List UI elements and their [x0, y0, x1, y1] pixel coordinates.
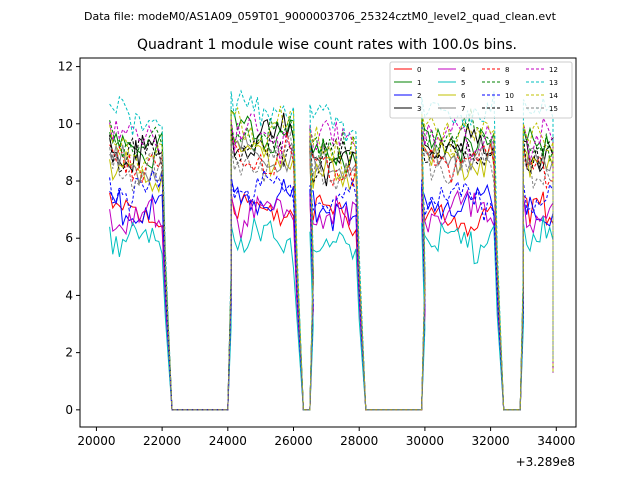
- series-line-2: [109, 178, 554, 411]
- legend-label-9: 9: [505, 79, 509, 87]
- series-line-11: [109, 130, 554, 411]
- legend-label-3: 3: [417, 105, 421, 113]
- series-line-4: [109, 188, 554, 411]
- series-layer: [109, 89, 554, 411]
- legend-label-5: 5: [461, 79, 465, 87]
- series-line-7: [109, 132, 554, 411]
- legend-frame: [389, 61, 573, 119]
- legend-label-2: 2: [417, 92, 421, 100]
- legend-label-13: 13: [549, 79, 558, 87]
- y-tick-label: 12: [58, 60, 73, 74]
- x-tick-label: 32000: [472, 434, 510, 448]
- legend-label-7: 7: [461, 105, 465, 113]
- x-tick-label: 22000: [143, 434, 181, 448]
- x-tick-label: 30000: [406, 434, 444, 448]
- series-line-14: [109, 105, 554, 411]
- x-tick-label: 26000: [274, 434, 312, 448]
- x-tick-label: 20000: [77, 434, 115, 448]
- legend-label-6: 6: [461, 92, 466, 100]
- y-tick-label: 6: [65, 231, 73, 245]
- x-tick-label: 28000: [340, 434, 378, 448]
- legend-label-14: 14: [549, 92, 558, 100]
- series-line-5: [109, 216, 554, 411]
- x-tick-label: 34000: [537, 434, 575, 448]
- legend-label-4: 4: [461, 66, 466, 74]
- axes-frame: [79, 57, 577, 428]
- legend-label-8: 8: [505, 66, 509, 74]
- series-line-8: [109, 132, 554, 411]
- suptitle: Data file: modeM0/AS1A09_059T01_90000037…: [84, 10, 557, 23]
- tick-layer: 20000 22000 24000 26000 28000 30000 32000 34000…: [58, 60, 576, 448]
- legend-label-12: 12: [549, 66, 558, 74]
- y-tick-label: 8: [65, 174, 73, 188]
- y-tick-label: 2: [65, 346, 73, 360]
- y-tick-label: 10: [58, 117, 73, 131]
- series-line-6: [109, 133, 554, 411]
- y-tick-label: 0: [65, 403, 73, 417]
- y-tick-label: 4: [65, 288, 73, 302]
- x-tick-label: 24000: [209, 434, 247, 448]
- series-line-15: [109, 131, 554, 411]
- legend-label-1: 1: [417, 79, 421, 87]
- x-offset-label: +3.289e8: [516, 455, 575, 469]
- legend-label-10: 10: [505, 92, 514, 100]
- legend-label-15: 15: [549, 105, 558, 113]
- series-line-10: [109, 168, 554, 411]
- chart-title: Quadrant 1 module wise count rates with …: [137, 37, 517, 53]
- legend-label-11: 11: [505, 105, 514, 113]
- legend-label-0: 0: [417, 66, 421, 74]
